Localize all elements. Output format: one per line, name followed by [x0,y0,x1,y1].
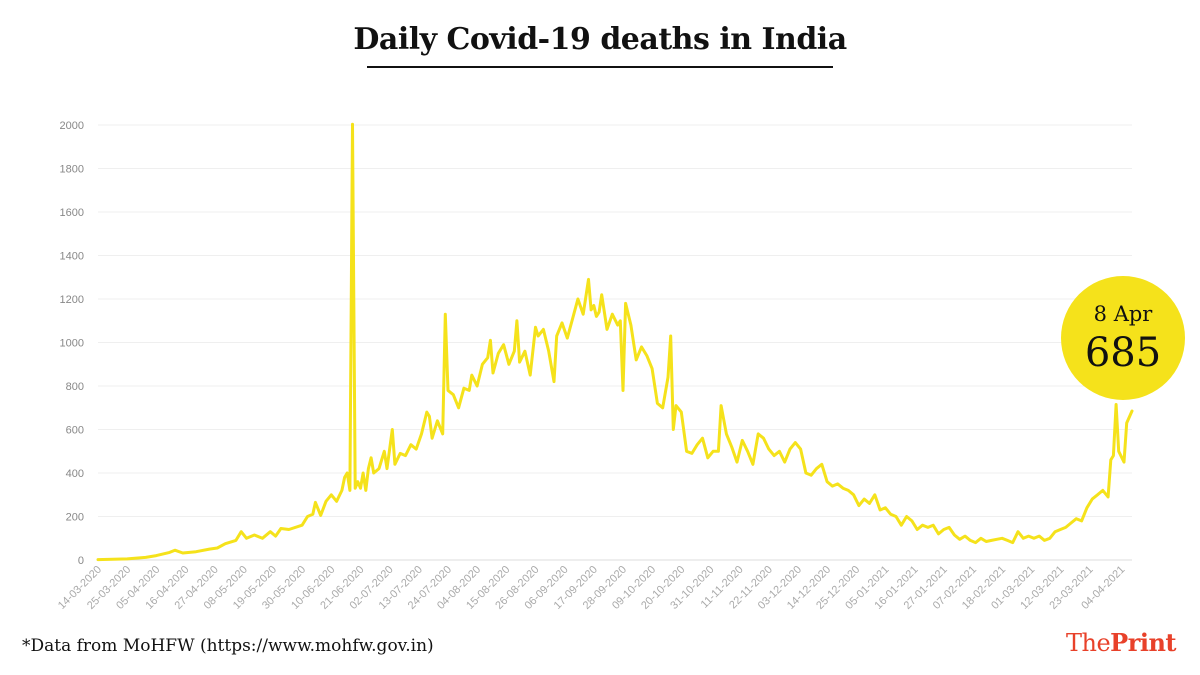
y-axis-ticks: 0 200 400 600 800 1000 1200 1400 1600 1800 2000 [60,120,84,567]
y-tick-label: 600 [66,425,84,437]
y-tick-label: 1200 [60,294,84,306]
title-underline [367,66,833,68]
brand-part-print: Print [1110,628,1177,657]
y-tick-label: 1000 [60,338,84,350]
y-tick-label: 200 [66,512,84,524]
y-tick-label: 1800 [60,164,84,176]
source-note: *Data from MoHFW (https://www.mohfw.gov.… [22,636,434,656]
callout-value: 685 [1084,330,1162,376]
latest-value-callout: 8 Apr 685 [1061,276,1185,400]
callout-date: 8 Apr [1093,302,1153,326]
brand-logo: ThePrint [1066,628,1177,657]
y-tick-label: 1400 [60,251,84,263]
brand-part-the: The [1066,629,1111,657]
series-line-deaths [96,122,1134,562]
y-tick-label: 2000 [60,120,84,132]
y-tick-label: 800 [66,381,84,393]
y-tick-label: 0 [78,555,84,567]
chart-title: Daily Covid-19 deaths in India [353,22,847,57]
y-tick-label: 1600 [60,207,84,219]
y-tick-label: 400 [66,468,84,480]
grid-lines [98,124,1132,561]
x-axis-ticks: 14-03-202025-03-202005-04-202016-04-2020… [56,564,1128,612]
